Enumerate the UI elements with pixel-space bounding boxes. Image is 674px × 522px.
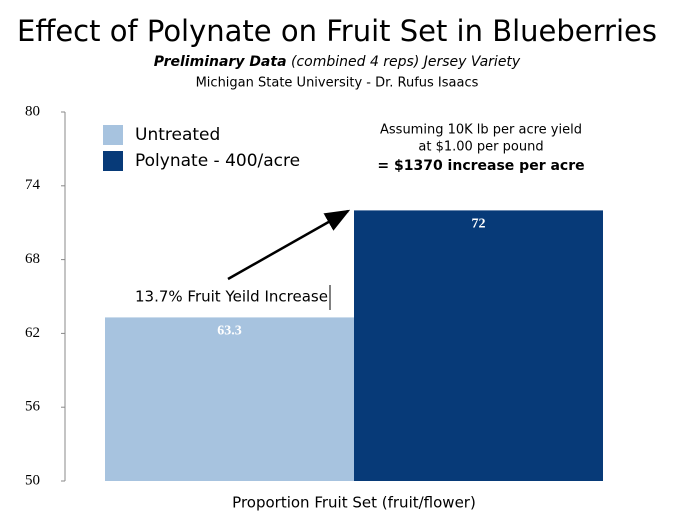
y-tick-label: 80: [25, 103, 40, 119]
y-tick-label: 50: [25, 472, 40, 488]
chart-subtitle: Preliminary Data (combined 4 reps) Jerse…: [154, 54, 521, 70]
legend-label: Polynate - 400/acre: [135, 151, 300, 171]
bar: [354, 210, 603, 481]
y-tick-label: 62: [25, 325, 40, 341]
legend-swatch: [103, 125, 123, 145]
annotation: = $1370 increase per acre: [377, 158, 584, 174]
arrow: [227, 209, 351, 281]
y-tick-label: 74: [25, 177, 41, 193]
bar: [105, 317, 354, 481]
legend-label: Untreated: [135, 125, 220, 145]
chart-title: Effect of Polynate on Fruit Set in Blueb…: [17, 14, 657, 48]
annotation: Assuming 10K lb per acre yield: [380, 123, 582, 138]
source: Michigan State University - Dr. Rufus Is…: [196, 76, 479, 91]
legend-swatch: [103, 151, 123, 171]
subtitle-text: (combined 4 reps) Jersey Variety: [291, 54, 521, 70]
x-axis-label: Proportion Fruit Set (fruit/flower): [232, 494, 476, 512]
data-label: 72: [472, 217, 486, 232]
subtitle-bold: Preliminary Data: [154, 54, 287, 70]
data-label: 63.3: [217, 324, 242, 339]
annotation: 13.7% Fruit Yeild Increase: [135, 288, 328, 306]
y-tick-label: 56: [25, 399, 41, 415]
y-tick-label: 68: [25, 251, 40, 267]
annotation: at $1.00 per pound: [418, 140, 543, 155]
